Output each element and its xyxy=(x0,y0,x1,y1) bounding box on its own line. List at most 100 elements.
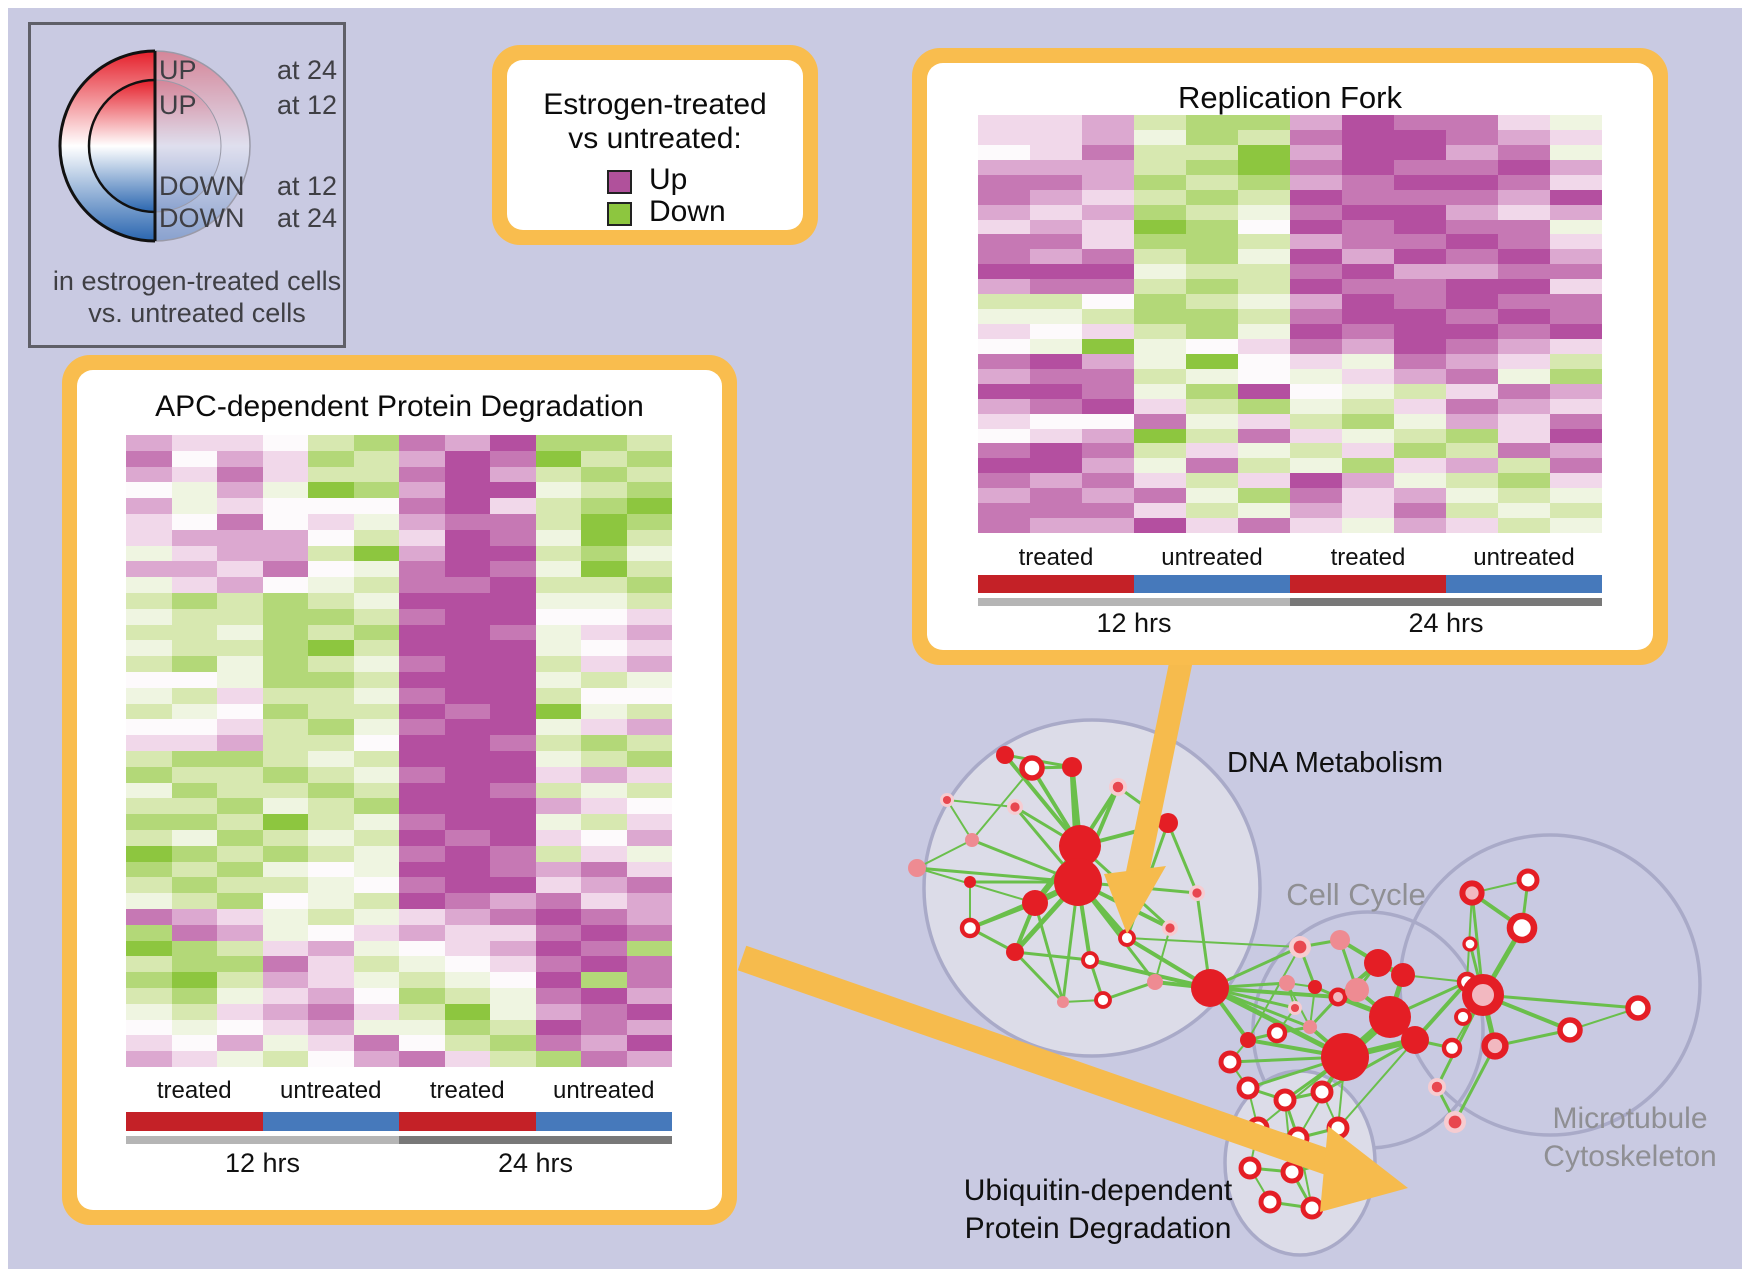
heatmap-cell xyxy=(126,845,172,862)
heatmap-cell xyxy=(217,482,263,499)
heatmap-cell xyxy=(126,830,172,846)
heatmap-cell xyxy=(1498,443,1550,459)
heatmap-cell xyxy=(1186,473,1238,489)
heatmap-cell xyxy=(535,972,581,988)
network-node-solid xyxy=(1401,1026,1429,1054)
heatmap-cell xyxy=(353,672,399,688)
heatmap-cell xyxy=(1394,219,1446,235)
heatmap-cell xyxy=(535,1051,581,1067)
heatmap-cell xyxy=(581,956,627,973)
heatmap-cell xyxy=(1498,324,1550,339)
heatmap-cell xyxy=(1134,144,1186,160)
network-node-solid xyxy=(1364,949,1392,977)
heatmap-cell xyxy=(1290,368,1342,384)
heatmap-cell xyxy=(1186,204,1238,220)
heatmap-cell xyxy=(1186,398,1238,414)
heatmap-cell xyxy=(1290,398,1342,414)
heatmap-cell xyxy=(308,1019,354,1036)
time-label-12hrs: 12 hrs xyxy=(224,1148,301,1178)
network-node-ring xyxy=(1506,912,1538,944)
heatmap-cell xyxy=(535,988,581,1004)
heatmap-cell xyxy=(1342,264,1394,280)
heatmap-cell xyxy=(171,845,217,862)
legend-footer-line1: in estrogen-treated cells xyxy=(53,266,341,296)
heatmap-cell xyxy=(444,624,490,641)
heatmap-cell xyxy=(535,877,581,894)
heatmap-cell xyxy=(217,656,263,672)
heatmap-cell xyxy=(171,450,217,467)
heatmap-cell xyxy=(490,782,536,799)
heatmap-cell xyxy=(1394,309,1446,324)
heatmap-cell xyxy=(1134,174,1186,190)
heatmap-cell xyxy=(1290,324,1342,339)
heatmap-cell xyxy=(535,830,581,846)
heatmap-cell xyxy=(978,159,1030,175)
heatmap-cell xyxy=(262,608,308,625)
heatmap-cell xyxy=(535,608,581,625)
heatmap-cell xyxy=(978,309,1030,324)
heatmap-cell xyxy=(1030,324,1082,339)
heatmap-cell xyxy=(1394,189,1446,205)
heatmap-cell xyxy=(535,924,581,941)
heatmap-cell xyxy=(126,703,172,720)
heatmap-cell xyxy=(262,624,308,641)
heatmap-cell xyxy=(626,608,672,625)
heatmap-cell xyxy=(444,751,490,767)
heatmap-cell xyxy=(626,814,672,830)
heatmap-cell xyxy=(1134,338,1186,354)
network-node-palering-core xyxy=(1431,1081,1443,1093)
network-edge xyxy=(1013,950,1065,1004)
heatmap-cell xyxy=(1550,518,1602,533)
heatmap-cell xyxy=(171,624,217,641)
heatmap-cell xyxy=(353,988,399,1004)
heatmap-cell xyxy=(1498,159,1550,175)
heatmap-cell xyxy=(535,482,581,499)
untreated-color-bar xyxy=(535,1112,672,1131)
heatmap-cell xyxy=(1030,368,1082,384)
heatmap-cell xyxy=(171,751,217,767)
heatmap-cell xyxy=(262,672,308,688)
heatmap-cell xyxy=(978,428,1030,444)
heatmap-cell xyxy=(1498,144,1550,160)
heatmap-cell xyxy=(1290,383,1342,399)
legend-direction-2: DOWN xyxy=(159,171,244,201)
legend-direction-3: DOWN xyxy=(159,203,244,233)
heatmap-cell xyxy=(978,383,1030,399)
heatmap-cell xyxy=(399,814,445,830)
heatmap-cell xyxy=(490,466,536,483)
heatmap-cell xyxy=(1186,144,1238,160)
heatmap-cell xyxy=(581,814,627,830)
heatmap-cell xyxy=(262,735,308,751)
heatmap-cell xyxy=(1498,368,1550,384)
network-node-ring xyxy=(959,917,981,939)
heatmap-cell xyxy=(1290,129,1342,145)
heatmap-cell xyxy=(535,593,581,609)
heatmap-cell xyxy=(308,687,354,704)
heatmap-cell xyxy=(262,703,308,720)
heatmap-cell xyxy=(1238,503,1290,519)
untreated-color-bar xyxy=(1446,575,1602,593)
network-edge xyxy=(1102,980,1156,1002)
heatmap-cell xyxy=(490,751,536,767)
heatmap-cell xyxy=(308,845,354,862)
heatmap-cell xyxy=(217,719,263,736)
heatmap-cell xyxy=(1342,324,1394,339)
heatmap-cell xyxy=(1186,443,1238,459)
apc-panel-title: APC-dependent Protein Degradation xyxy=(155,390,644,423)
heatmap-cell xyxy=(399,940,445,957)
network-node-palering-core xyxy=(1112,781,1124,793)
heatmap-cell xyxy=(1186,219,1238,235)
heatmap-cell xyxy=(626,1019,672,1036)
heatmap-cell xyxy=(1550,473,1602,489)
heatmap-cell xyxy=(262,435,308,451)
heatmap-cell xyxy=(262,972,308,988)
heatmap-cell xyxy=(490,577,536,593)
heatmap-cell xyxy=(581,624,627,641)
heatmap-cell xyxy=(1290,309,1342,324)
up-label: Up xyxy=(649,163,688,196)
network-node-solid xyxy=(1308,980,1322,994)
heatmap-cell xyxy=(1238,189,1290,205)
heatmap-cell xyxy=(171,1019,217,1036)
heatmap-cell xyxy=(1394,279,1446,295)
network-node-ring xyxy=(1273,1088,1297,1112)
